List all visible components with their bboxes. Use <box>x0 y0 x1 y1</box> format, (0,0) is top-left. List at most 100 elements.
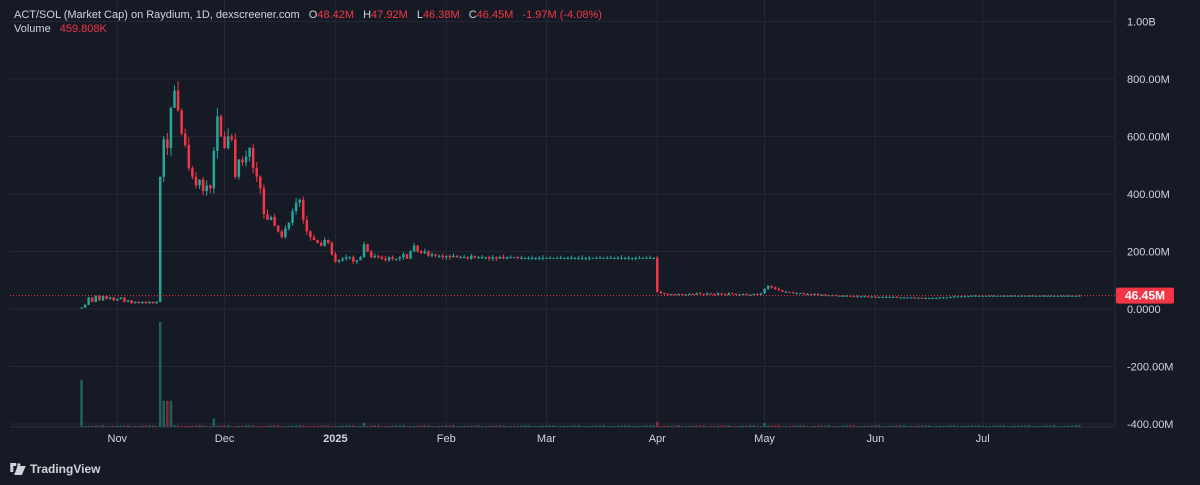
volume-bar <box>287 425 291 427</box>
candle-body <box>917 297 920 299</box>
candle-body <box>169 107 173 148</box>
volume-bar <box>105 426 108 427</box>
candle-body <box>931 298 934 300</box>
volume-bar <box>942 425 945 427</box>
volume-bar <box>702 425 706 427</box>
candle-body <box>269 217 273 220</box>
candle-body <box>595 257 598 259</box>
candle-body <box>1056 295 1060 297</box>
volume-bar <box>223 425 226 427</box>
candle-body <box>1024 295 1027 297</box>
volume-bar <box>963 425 967 427</box>
volume-bar <box>766 425 770 427</box>
legend-l-value: 46.38M <box>422 9 460 21</box>
volume-bar <box>863 425 866 427</box>
candle-body <box>945 297 949 299</box>
candle-body <box>802 293 806 295</box>
candle-body <box>484 257 487 259</box>
candle-body <box>652 257 655 259</box>
volume-bar <box>723 425 727 427</box>
volume-bar <box>888 425 891 427</box>
volume-bar <box>945 425 949 427</box>
volume-bar <box>480 426 484 427</box>
volume-bar <box>484 426 487 427</box>
candle-body <box>1060 295 1063 297</box>
candle-body <box>1070 295 1074 297</box>
volume-bar <box>677 425 680 427</box>
volume-bar <box>602 425 605 427</box>
candle-body <box>545 257 548 259</box>
volume-bar <box>906 426 909 427</box>
volume-bar <box>141 425 144 427</box>
candle-body <box>895 296 899 298</box>
tradingview-brand-text: TradingView <box>30 462 101 476</box>
volume-bar <box>101 425 105 427</box>
volume-bar <box>952 425 956 427</box>
volume-bar <box>427 425 430 427</box>
legend-volume-value: 459.808K <box>59 23 107 35</box>
candle-body <box>806 294 809 296</box>
volume-bar <box>605 426 609 427</box>
volume-bar <box>759 426 763 427</box>
candle-body <box>602 257 605 259</box>
volume-bar <box>244 425 248 427</box>
candle-body <box>462 257 466 259</box>
candle-body <box>992 295 995 297</box>
last-price-label: 46.45M <box>1125 289 1165 303</box>
x-tick-label: Jul <box>976 433 990 445</box>
candle-body <box>126 300 130 302</box>
volume-bar <box>748 425 752 427</box>
volume-bar <box>609 426 613 427</box>
candle-body <box>670 294 673 296</box>
candle-body <box>487 257 491 259</box>
volume-bar <box>598 425 602 427</box>
candle-body <box>552 257 555 259</box>
volume-bar <box>1031 426 1035 427</box>
volume-bar <box>1045 425 1049 427</box>
candle-body <box>616 257 620 259</box>
volume-bar <box>1020 425 1024 427</box>
y-tick-label: -400.00M <box>1127 419 1173 431</box>
volume-bar <box>366 425 369 427</box>
candle-body <box>627 257 630 259</box>
volume-bar <box>155 426 158 427</box>
candle-body <box>423 251 427 253</box>
volume-bar <box>784 426 788 427</box>
volume-bar <box>1070 425 1074 427</box>
volume-bar <box>630 426 634 427</box>
y-tick-label: -200.00M <box>1127 362 1173 374</box>
candle-body <box>559 257 562 259</box>
candle-body <box>706 293 709 295</box>
candle-body <box>176 90 180 111</box>
volume-bar <box>298 425 301 427</box>
candle-body <box>495 257 498 259</box>
volume-bar <box>809 426 813 427</box>
candle-body <box>727 293 731 295</box>
x-tick-label: Mar <box>537 433 556 445</box>
candle-body <box>827 295 831 297</box>
candle-body <box>416 245 419 252</box>
candle-body <box>995 295 999 297</box>
candle-body <box>845 295 849 297</box>
volume-bar <box>505 426 509 427</box>
candle-body <box>870 296 874 298</box>
candle-body <box>566 257 570 259</box>
candle-body <box>934 298 938 300</box>
candle-body <box>119 297 123 299</box>
volume-bar <box>981 426 984 427</box>
candle-body <box>630 257 634 259</box>
y-tick-label: 0.0000 <box>1127 304 1161 316</box>
candle-body <box>427 251 430 256</box>
volume-bar <box>94 425 98 427</box>
volume-bar <box>720 425 723 427</box>
volume-bar <box>670 425 673 427</box>
candle-body <box>309 231 312 238</box>
tradingview-branding[interactable]: TradingView <box>10 461 100 477</box>
candle-body <box>702 294 706 296</box>
candle-body <box>480 257 484 259</box>
volume-bar <box>1017 425 1020 427</box>
candle-body <box>799 293 802 295</box>
volume-bar <box>405 426 409 427</box>
candle-body <box>226 136 230 148</box>
